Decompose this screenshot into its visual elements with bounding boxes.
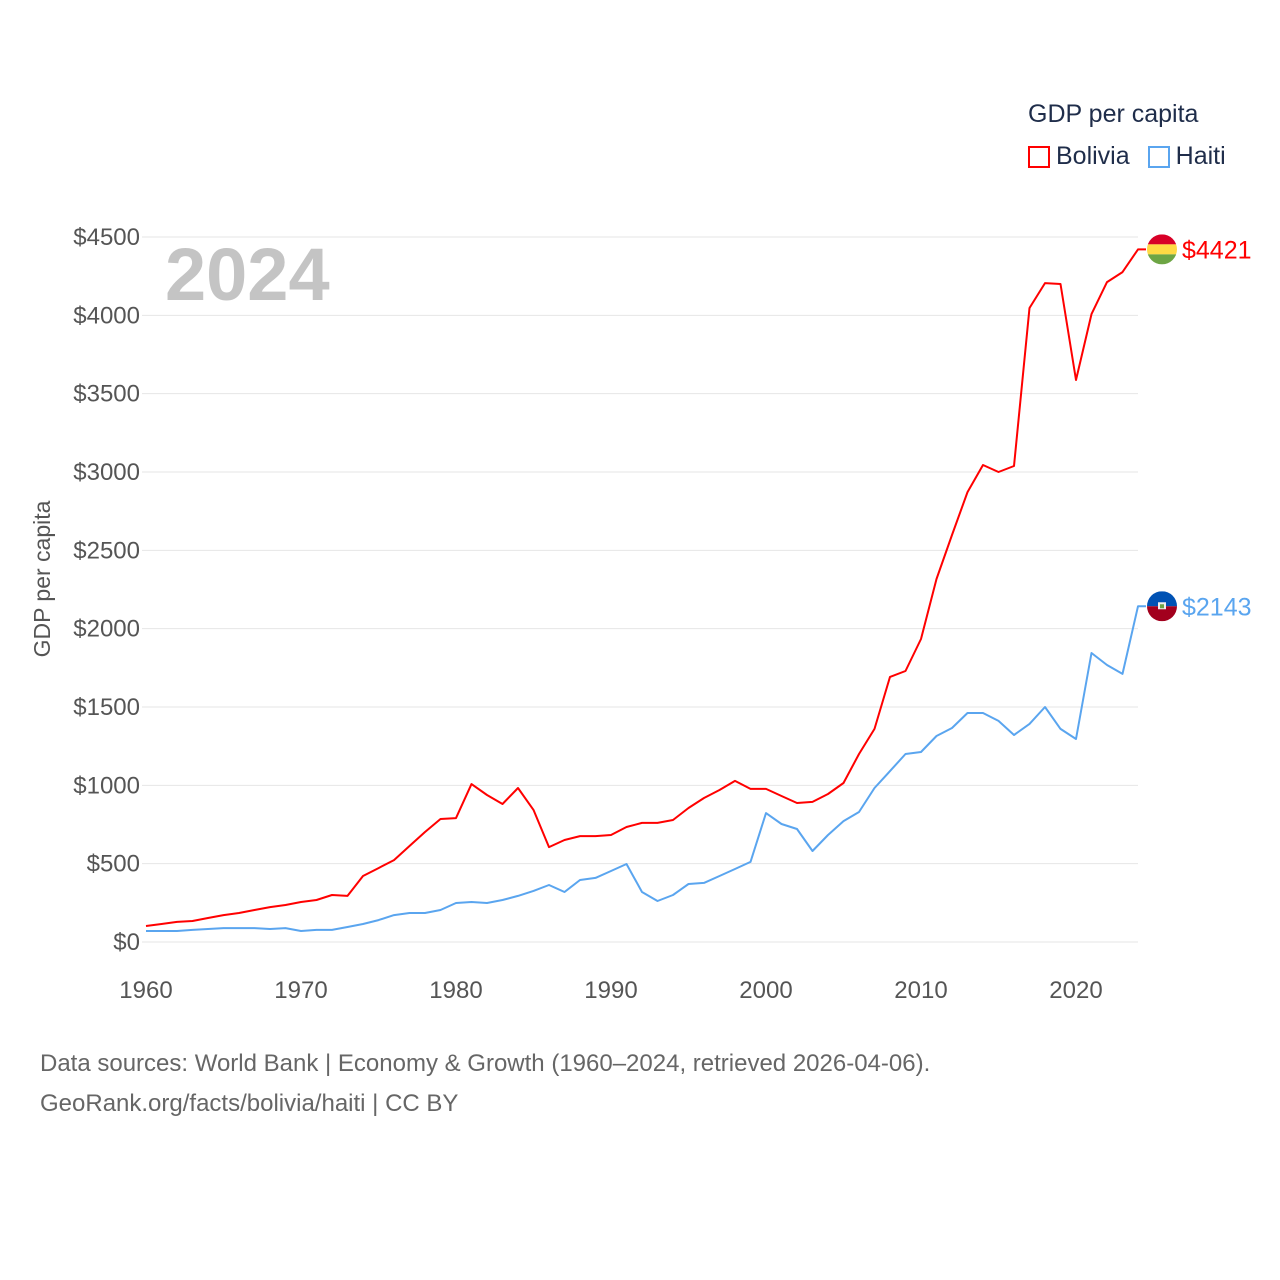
x-tick-label: 1980: [429, 977, 482, 1004]
y-tick-label: $0: [113, 929, 140, 956]
x-tick-label: 2000: [739, 977, 792, 1004]
legend-label-bolivia: Bolivia: [1056, 142, 1130, 170]
legend: Bolivia Haiti: [1028, 142, 1226, 171]
y-tick-label: $1500: [73, 694, 140, 721]
end-label-bolivia: $4421: [1182, 236, 1252, 264]
source-link[interactable]: GeoRank.org/facts/bolivia/haiti | CC BY: [40, 1090, 459, 1117]
y-tick-label: $2500: [73, 537, 140, 564]
legend-title: GDP per capita: [1028, 100, 1199, 128]
x-tick-label: 2010: [894, 977, 947, 1004]
legend-label-haiti: Haiti: [1175, 142, 1226, 170]
y-tick-label: $3000: [73, 459, 140, 486]
y-tick-label: $500: [87, 851, 140, 878]
series-line-bolivia: [145, 248, 1146, 927]
haiti-flag-icon: [1147, 591, 1177, 622]
y-tick-label: $4500: [73, 224, 140, 251]
series-line-haiti: [146, 605, 1146, 932]
x-tick-label: 2020: [1049, 977, 1102, 1004]
legend-swatch-bolivia: [1028, 145, 1050, 168]
y-tick-label: $1000: [73, 772, 140, 799]
y-tick-label: $2000: [73, 616, 140, 643]
x-tick-label: 1960: [119, 977, 172, 1004]
legend-item-bolivia[interactable]: Bolivia: [1028, 142, 1130, 171]
legend-item-haiti[interactable]: Haiti: [1147, 142, 1226, 171]
bolivia-flag-icon: [1147, 234, 1177, 265]
footer: Data sources: World Bank | Economy & Gro…: [40, 1044, 930, 1124]
x-tick-label: 1970: [274, 977, 327, 1004]
y-axis-label: GDP per capita: [29, 500, 55, 657]
y-tick-label: $4000: [73, 302, 140, 329]
y-tick-label: $3500: [73, 381, 140, 408]
end-label-haiti: $2143: [1182, 593, 1252, 621]
data-sources: Data sources: World Bank | Economy & Gro…: [40, 1050, 931, 1077]
year-watermark: 2024: [165, 233, 330, 316]
legend-swatch-haiti: [1147, 145, 1170, 168]
x-tick-label: 1990: [584, 977, 637, 1004]
